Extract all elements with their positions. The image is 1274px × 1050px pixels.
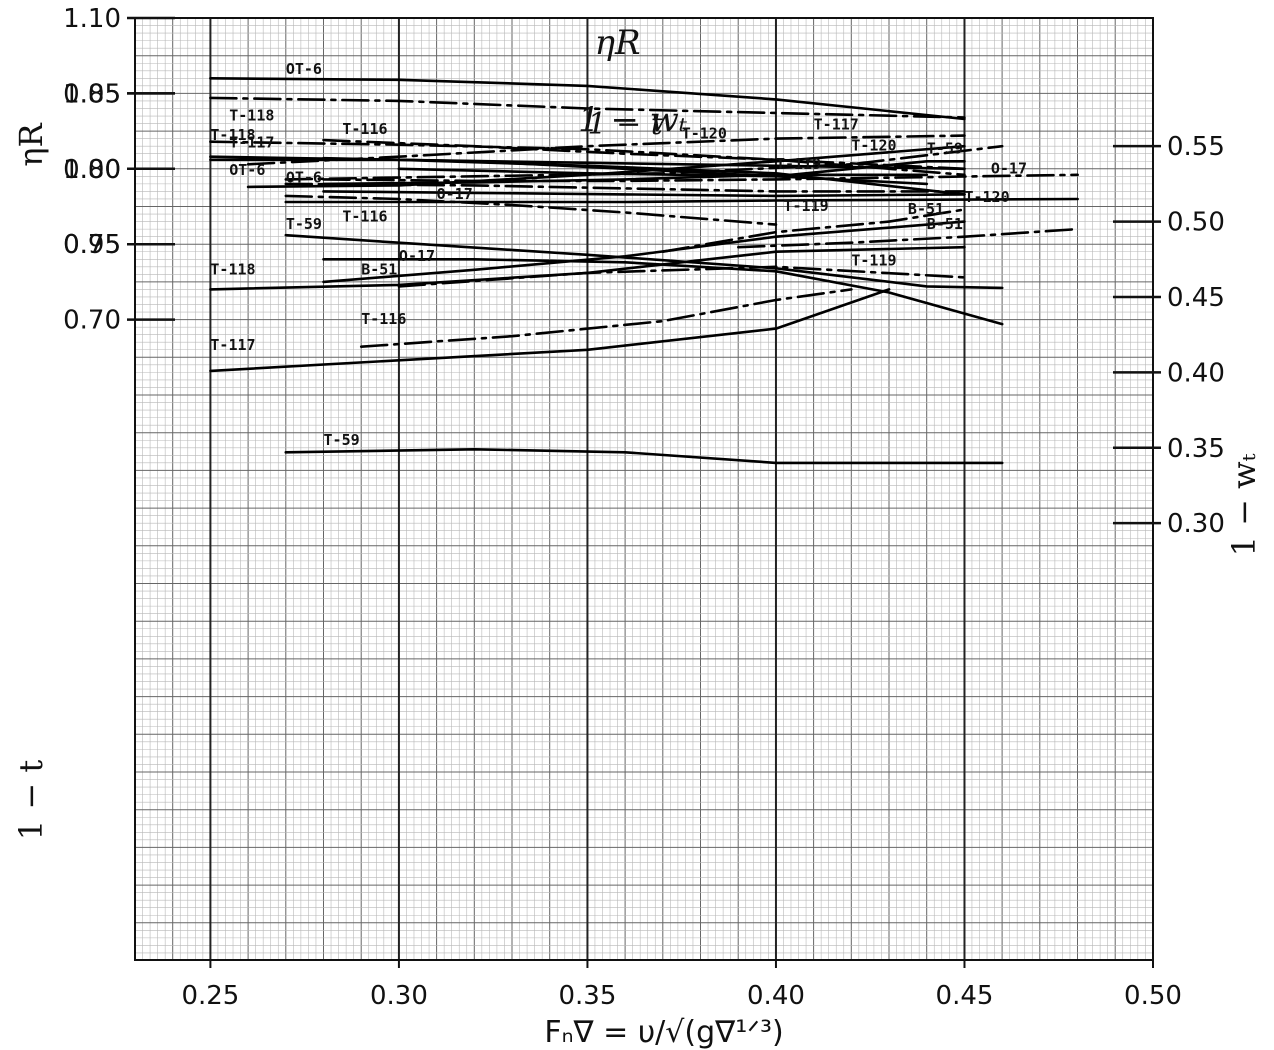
series-label-ot-6: OT-6: [229, 161, 265, 179]
series-layer: [209, 77, 1079, 465]
panel-title: 1 − wₜ: [578, 100, 688, 140]
x-tick-label: 0.35: [558, 981, 616, 1011]
series-line-eta_r-t-118: [209, 96, 966, 119]
series-label-o-17: O-17: [991, 159, 1027, 177]
y-tick-label: 0.50: [1167, 208, 1225, 238]
y-tick-label: 0.35: [1167, 434, 1225, 464]
series-label-b-51: B-51: [361, 260, 397, 278]
y-tick-label: 1.05: [63, 79, 121, 109]
x-tick-label: 0.50: [1124, 981, 1182, 1011]
y-tick-label: 0.30: [1167, 509, 1225, 539]
y-axis-label: ηR: [12, 122, 50, 166]
series-line-one_minus_wt-t-120: [661, 208, 966, 253]
series-label-ot-6: OT-6: [286, 60, 322, 78]
series-label-t-117: T-117: [814, 116, 859, 134]
series-line-eta_r-o-17: [322, 173, 1079, 183]
y-tick-label: 1.10: [63, 4, 121, 34]
series-label-t-59: T-59: [927, 140, 963, 158]
series-line-one_minus_t-t-118: [209, 140, 966, 177]
series-label-t-120: T-120: [964, 188, 1009, 206]
series-label-o-17: O-17: [437, 185, 473, 203]
series-line-one_minus_t-o-17: [284, 197, 1079, 204]
y-tick-label: 0.80: [63, 155, 121, 185]
series-label-t-117: T-117: [229, 134, 274, 152]
series-label-t-120: T-120: [851, 137, 896, 155]
y-axis-label: 1 − t: [12, 760, 50, 841]
series-label-o-17: O-17: [399, 247, 435, 265]
series-line-one_minus_wt-t-59: [284, 447, 1004, 465]
y-tick-label: 0.85: [63, 79, 121, 109]
series-label-t-59: T-59: [324, 431, 360, 449]
series-line-one_minus_wt-t-116: [359, 288, 853, 349]
y-tick-label: 0.75: [63, 230, 121, 260]
series-line-one_minus_t-t-117: [322, 156, 929, 186]
series-label-t-119: T-119: [776, 155, 821, 173]
series-label-b-51: B-51: [908, 200, 944, 218]
series-label-b-51: B-51: [927, 215, 963, 233]
y-tick-label: 0.40: [1167, 358, 1225, 388]
series-label-t-116: T-116: [342, 120, 387, 138]
x-tick-label: 0.45: [936, 981, 994, 1011]
series-label-t-59: T-59: [286, 215, 322, 233]
series-label-t-116: T-116: [361, 310, 406, 328]
x-tick-label: 0.25: [181, 981, 239, 1011]
series-line-eta_r-b-51: [322, 190, 966, 198]
series-label-ot-6: OT-6: [286, 168, 322, 186]
series-line-one_minus_wt-t-119: [397, 265, 966, 288]
axes-layer: 0.25 0.30 0.35 0.40 0.45 0.50 Fₙ∇ = υ/√(g∇¹ᐟ³)…: [12, 4, 1263, 1050]
series-label-t-118: T-118: [210, 126, 255, 144]
y-tick-label: 1.00: [63, 155, 121, 185]
x-axis-label: Fₙ∇ = υ/√(g∇¹ᐟ³): [544, 1015, 783, 1050]
series-line-one_minus_t-t-59: [284, 233, 1004, 290]
series-line-one_minus_wt-t-117: [209, 288, 891, 373]
series-label-t-120: T-120: [682, 125, 727, 143]
series-line-one_minus_wt-b-51: [736, 227, 1079, 249]
series-line-one_minus_t-t-116: [322, 138, 966, 171]
series-label-t-119: T-119: [784, 197, 829, 215]
series-label-t-118: T-118: [210, 260, 255, 278]
series-label-t-116: T-116: [342, 208, 387, 226]
series-line-one_minus_wt-ot-6: [246, 144, 966, 189]
panel-title: ηR: [595, 23, 641, 63]
series-line-one_minus_t-b-51: [322, 257, 1004, 326]
y-axis-label: 1 − wₜ: [1225, 453, 1263, 556]
series-label-t-117: T-117: [210, 336, 255, 354]
y-tick-label: 0.55: [1167, 132, 1225, 162]
series-label-t-119: T-119: [851, 251, 896, 269]
plot-frame: [134, 17, 1154, 961]
y-tick-label: 0.70: [63, 306, 121, 336]
y-tick-label: 0.45: [1167, 283, 1225, 313]
series-line-one_minus_t-t-119: [284, 182, 966, 193]
y-tick-label: 0.95: [63, 230, 121, 260]
panel-title: 1 − t: [587, 107, 663, 142]
series-label-t-118: T-118: [229, 107, 274, 125]
series-line-eta_r-ot-6: [209, 77, 966, 121]
x-tick-label: 0.40: [747, 981, 805, 1011]
x-tick-label: 0.30: [370, 981, 428, 1011]
series-line-one_minus_t-t-120: [397, 160, 966, 178]
series-line-eta_r-t-116: [284, 194, 778, 226]
